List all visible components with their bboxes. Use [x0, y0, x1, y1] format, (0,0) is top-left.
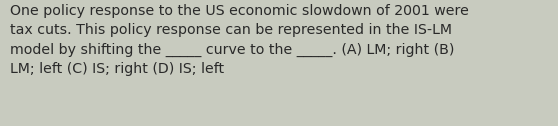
Text: One policy response to the US economic slowdown of 2001 were
tax cuts. This poli: One policy response to the US economic s… [10, 4, 469, 76]
